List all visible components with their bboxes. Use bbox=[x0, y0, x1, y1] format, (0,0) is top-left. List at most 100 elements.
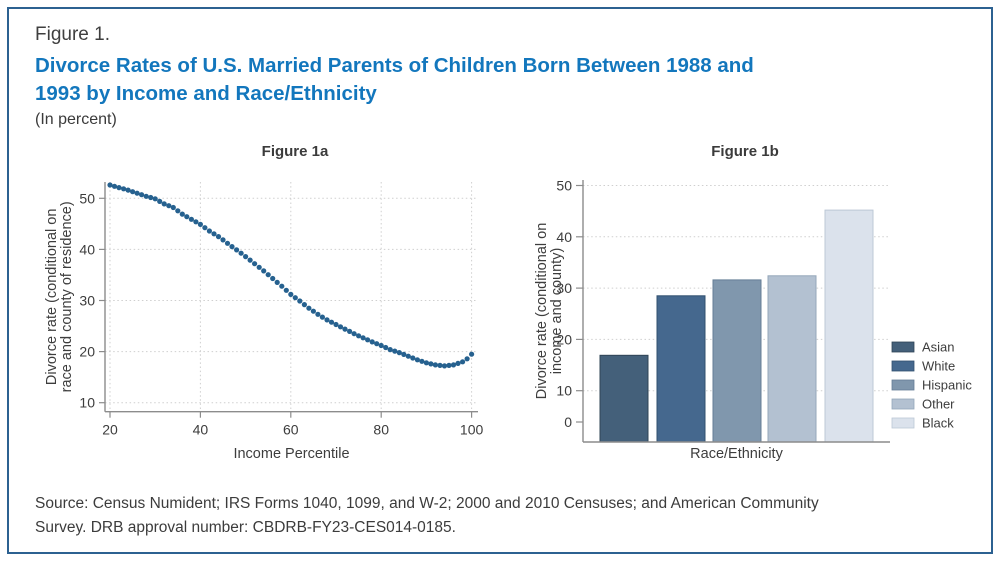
x-tick-label: 40 bbox=[193, 422, 209, 438]
scatter-point bbox=[111, 183, 118, 189]
y-tick-label: 20 bbox=[79, 344, 95, 360]
legend-swatch-asian bbox=[891, 341, 915, 353]
scatter-point bbox=[297, 298, 303, 304]
figure-1b-title: Figure 1b bbox=[711, 143, 779, 160]
legend-label-hispanic: Hispanic bbox=[922, 378, 972, 393]
scatter-point bbox=[396, 350, 402, 356]
scatter-point bbox=[419, 358, 425, 364]
scatter-point bbox=[369, 339, 375, 345]
scatter-point bbox=[387, 347, 393, 353]
y-tick-label: 50 bbox=[556, 178, 572, 194]
x-axis-title: Race/Ethnicity bbox=[690, 446, 783, 462]
figure-unit-note: (In percent) bbox=[35, 111, 117, 128]
scatter-point bbox=[401, 351, 407, 357]
scatter-point bbox=[441, 363, 448, 369]
scatter-point bbox=[161, 201, 167, 207]
legend-swatch-white bbox=[891, 360, 915, 372]
legend-swatch-hispanic bbox=[891, 379, 915, 391]
y-axis-title: Divorce rate (conditional onrace and cou… bbox=[44, 201, 75, 392]
scatter-point bbox=[224, 240, 231, 246]
scatter-point bbox=[170, 204, 176, 211]
scatter-point bbox=[446, 362, 452, 368]
y-tick-label: 40 bbox=[556, 229, 572, 245]
scatter-point bbox=[319, 314, 325, 320]
scatter-point bbox=[333, 321, 339, 328]
scatter-point bbox=[243, 254, 249, 260]
bar-other bbox=[767, 275, 817, 443]
scatter-point bbox=[130, 189, 136, 195]
scatter-point bbox=[274, 279, 280, 285]
scatter-point bbox=[292, 295, 298, 301]
scatter-point bbox=[143, 193, 149, 199]
figure-border bbox=[7, 7, 993, 554]
x-tick-label: 60 bbox=[283, 422, 299, 438]
figure-header: Figure 1. Divorce Rates of U.S. Married … bbox=[35, 24, 754, 129]
scatter-point bbox=[324, 317, 330, 323]
bar-chart-divorce-by-race: 0 10 20 30 40 50 Asian White Hispanic Other Black R… bbox=[534, 178, 972, 463]
scatter-point bbox=[270, 275, 276, 282]
scatter-point bbox=[414, 357, 420, 363]
legend-swatch-black bbox=[891, 417, 915, 429]
source-note: Source: Census Numident; IRS Forms 1040,… bbox=[35, 492, 965, 539]
scatter-point bbox=[206, 228, 212, 234]
scatter-point bbox=[315, 311, 321, 317]
figure-title-line-1: Divorce Rates of U.S. Married Parents of… bbox=[35, 54, 754, 77]
scatter-point bbox=[139, 192, 145, 198]
scatter-point bbox=[450, 362, 457, 368]
scatter-point bbox=[437, 362, 443, 368]
legend-label-black: Black bbox=[922, 416, 954, 431]
scatter-point bbox=[392, 348, 398, 354]
scatter-point bbox=[423, 360, 429, 366]
figure-title-line-2: 1993 by Income and Race/Ethnicity bbox=[35, 82, 377, 105]
scatter-point bbox=[283, 287, 289, 293]
scatter-point bbox=[432, 362, 438, 368]
x-tick-label: 80 bbox=[373, 422, 389, 438]
scatter-point bbox=[116, 185, 122, 191]
scatter-point bbox=[365, 337, 371, 343]
scatter-point bbox=[288, 291, 294, 297]
scatter-point bbox=[306, 305, 312, 311]
scatter-point bbox=[360, 335, 366, 341]
scatter-point bbox=[234, 247, 240, 253]
figure-1a-panel: Figure 1a 10 20 30 40 50 20 40 60 80 100 Income Pe… bbox=[40, 140, 510, 475]
scatter-point bbox=[279, 283, 285, 289]
scatter-point bbox=[342, 326, 348, 332]
scatter-point bbox=[197, 221, 203, 227]
x-tick-label: 100 bbox=[460, 422, 484, 438]
scatter-point bbox=[157, 198, 163, 204]
y-tick-label: 30 bbox=[79, 293, 95, 309]
scatter-point bbox=[247, 257, 253, 263]
scatter-point bbox=[184, 214, 190, 220]
y-tick-label: 50 bbox=[79, 190, 95, 206]
y-tick-label: 10 bbox=[556, 383, 572, 399]
scatter-point bbox=[469, 351, 475, 357]
figure-number: Figure 1. bbox=[35, 24, 110, 45]
scatter-point bbox=[238, 250, 244, 256]
scatter-point bbox=[310, 308, 316, 314]
legend-swatch-other bbox=[891, 398, 915, 410]
y-tick-label: 0 bbox=[564, 414, 572, 430]
scatter-point bbox=[211, 231, 217, 237]
scatter-point bbox=[410, 355, 416, 361]
scatter-point bbox=[405, 353, 411, 359]
scatter-point bbox=[337, 324, 344, 330]
scatter-point bbox=[460, 359, 466, 365]
y-axis-title: Divorce rate (conditional onincome and c… bbox=[534, 223, 565, 400]
x-axis-title: Income Percentile bbox=[233, 446, 349, 462]
scatter-point bbox=[252, 261, 258, 267]
scatter-point bbox=[256, 264, 262, 270]
scatter-point bbox=[107, 182, 113, 188]
bar-hispanic bbox=[712, 279, 762, 443]
scatter-point bbox=[188, 216, 194, 222]
scatter-point bbox=[455, 360, 461, 366]
bar-black bbox=[824, 209, 874, 443]
y-tick-label: 30 bbox=[556, 280, 572, 296]
scatter-point bbox=[229, 244, 235, 250]
scatter-point bbox=[356, 333, 362, 339]
figure-1a-title: Figure 1a bbox=[261, 143, 329, 160]
scatter-point bbox=[351, 331, 357, 337]
scatter-point bbox=[347, 328, 353, 334]
bar-asian bbox=[599, 354, 649, 443]
scatter-point bbox=[383, 344, 389, 351]
